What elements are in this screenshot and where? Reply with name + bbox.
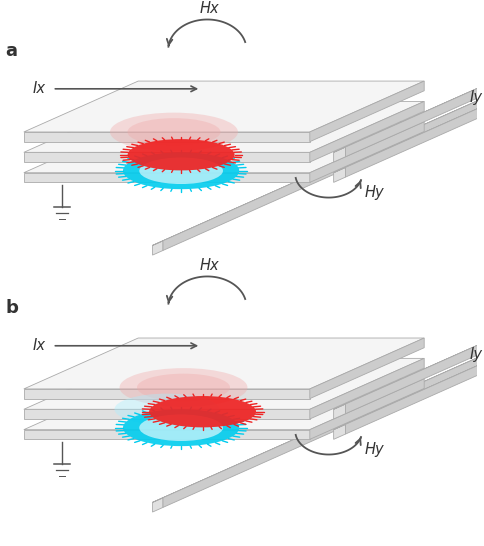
Polygon shape (24, 338, 424, 389)
Ellipse shape (137, 373, 230, 401)
Text: Hx: Hx (200, 258, 220, 272)
Polygon shape (310, 379, 424, 440)
Ellipse shape (115, 394, 219, 425)
Polygon shape (152, 355, 484, 502)
Polygon shape (163, 98, 484, 251)
Polygon shape (152, 498, 163, 512)
Text: Hx: Hx (200, 1, 220, 16)
Polygon shape (24, 430, 310, 440)
Text: Iy: Iy (469, 90, 483, 105)
Polygon shape (310, 102, 424, 162)
Polygon shape (346, 319, 484, 414)
Polygon shape (346, 340, 484, 434)
Polygon shape (346, 82, 484, 177)
Text: Hy: Hy (364, 185, 384, 200)
Polygon shape (24, 410, 310, 419)
Polygon shape (24, 132, 310, 141)
Polygon shape (24, 152, 310, 162)
Polygon shape (24, 173, 310, 182)
Polygon shape (163, 355, 484, 507)
Polygon shape (24, 102, 424, 152)
Ellipse shape (128, 139, 235, 170)
Ellipse shape (127, 118, 221, 146)
Polygon shape (24, 379, 424, 430)
Text: Ix: Ix (32, 339, 45, 353)
Ellipse shape (123, 410, 239, 446)
Text: Iy: Iy (469, 347, 483, 361)
Polygon shape (152, 241, 163, 255)
Text: b: b (6, 299, 18, 317)
Polygon shape (333, 62, 484, 152)
Text: Hy: Hy (364, 442, 384, 457)
Polygon shape (333, 319, 484, 410)
Polygon shape (333, 340, 484, 430)
Text: Ix: Ix (32, 81, 45, 96)
Ellipse shape (139, 414, 223, 441)
Polygon shape (310, 338, 424, 399)
Polygon shape (24, 389, 310, 399)
Polygon shape (333, 424, 346, 440)
Text: a: a (6, 42, 18, 60)
Ellipse shape (123, 152, 239, 189)
Polygon shape (310, 358, 424, 419)
Polygon shape (310, 81, 424, 141)
Polygon shape (152, 98, 484, 245)
Polygon shape (346, 62, 484, 157)
Polygon shape (24, 81, 424, 132)
Polygon shape (333, 168, 346, 182)
Polygon shape (310, 122, 424, 182)
Ellipse shape (110, 112, 238, 151)
Polygon shape (24, 358, 424, 410)
Polygon shape (333, 82, 484, 173)
Polygon shape (24, 122, 424, 173)
Ellipse shape (120, 368, 247, 407)
Ellipse shape (139, 157, 223, 184)
Ellipse shape (149, 396, 256, 428)
Polygon shape (333, 147, 346, 162)
Polygon shape (333, 404, 346, 419)
